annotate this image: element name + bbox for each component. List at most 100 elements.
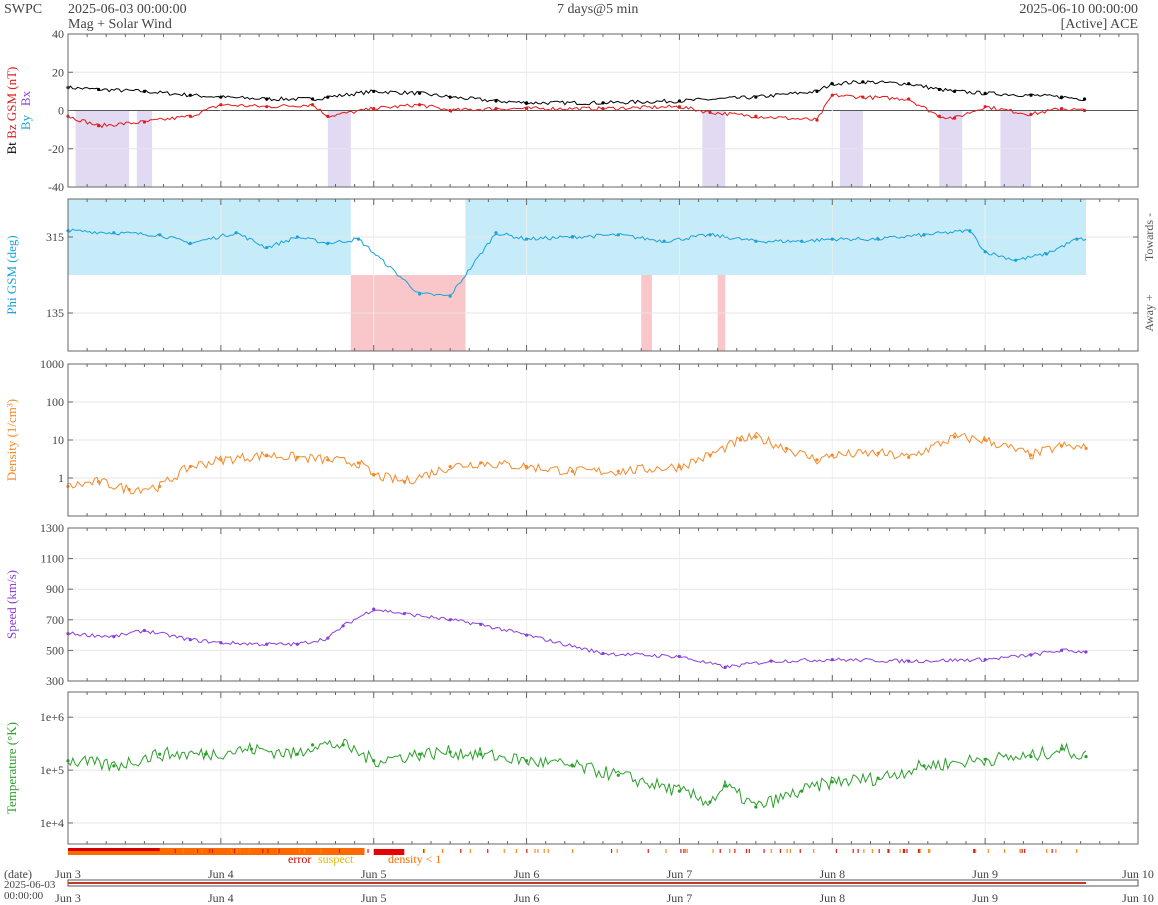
data-point <box>96 480 101 484</box>
data-point <box>723 784 727 788</box>
flag-mark <box>298 849 301 853</box>
y-tick-label: 135 <box>46 306 64 320</box>
data-point <box>341 743 345 747</box>
flag-mark <box>610 849 613 853</box>
towards-label: Towards - <box>1142 213 1156 261</box>
data-point <box>1082 108 1087 113</box>
y-axis-label: Speed (km/s) <box>4 570 19 639</box>
data-point <box>372 759 376 763</box>
data-point <box>815 458 819 462</box>
data-point <box>800 239 804 243</box>
data-point <box>983 657 987 662</box>
data-point <box>494 231 498 235</box>
legend-suspect: suspect <box>318 852 354 866</box>
series-line-temperature <box>67 738 1087 809</box>
data-point <box>983 438 987 442</box>
data-point <box>922 233 926 237</box>
flag-mark <box>852 849 854 853</box>
data-point <box>219 458 223 462</box>
flag-mark <box>863 849 865 853</box>
flag-mark <box>543 849 545 853</box>
data-point <box>326 636 330 640</box>
flag-mark <box>1076 849 1078 853</box>
data-point <box>983 757 987 761</box>
data-point <box>754 239 758 243</box>
data-point <box>830 237 834 241</box>
flag-mark <box>647 849 649 853</box>
x-axis: Jun 3 Jun 3 Jun 4 Jun 4 Jun 5 Jun 5 Jun 6 Jun 6… <box>4 867 1154 905</box>
data-point <box>310 97 315 101</box>
flag-mark <box>835 849 838 853</box>
data-point <box>876 451 880 455</box>
x-tick-label: Jun 10 <box>1122 867 1154 881</box>
bx-label: Bx <box>18 90 33 106</box>
flag-mark <box>503 849 505 853</box>
y-tick-label: 900 <box>46 582 64 596</box>
data-point <box>142 628 147 633</box>
data-point <box>708 800 712 804</box>
data-point <box>249 747 254 751</box>
y-tick-label: 20 <box>52 65 64 79</box>
flag-mark <box>729 849 731 853</box>
flag-mark <box>534 849 536 853</box>
y-tick-label: 315 <box>46 230 64 244</box>
flag-band <box>68 848 160 851</box>
data-point <box>295 752 299 756</box>
data-point <box>952 435 957 439</box>
data-point <box>326 458 330 462</box>
data-point <box>188 464 192 469</box>
data-point <box>142 89 147 93</box>
flag-mark <box>201 849 203 853</box>
data-point <box>310 103 315 107</box>
data-point <box>356 237 361 241</box>
data-point <box>1082 97 1087 101</box>
flag-mark <box>422 849 425 853</box>
flag-mark <box>857 849 859 853</box>
x-tick-label: Jun 9 <box>972 891 998 905</box>
data-point <box>677 464 682 469</box>
panel-mag: 40 20 0 -20 -40 Bt Bz GSM (nT) Bx By <box>4 27 1139 194</box>
y-tick-label: 10 <box>52 433 64 447</box>
y-tick-label: 700 <box>46 613 64 627</box>
bz-label: Bz GSM (nT) <box>4 67 19 142</box>
data-point <box>524 237 529 241</box>
data-point <box>1029 754 1033 759</box>
data-point <box>524 464 529 469</box>
flag-mark <box>786 849 788 853</box>
flag-mark <box>338 849 341 853</box>
flag-mark <box>745 849 748 853</box>
flag-band <box>68 848 365 855</box>
flag-mark <box>460 849 462 853</box>
data-point <box>448 108 452 113</box>
data-point <box>341 624 345 628</box>
flag-mark <box>239 849 241 853</box>
y-tick-label: 1000 <box>40 357 64 371</box>
data-point <box>402 612 406 616</box>
flag-mark <box>262 849 264 853</box>
data-point <box>1029 112 1033 116</box>
y-axis-label: Bt Bz GSM (nT) <box>4 67 19 155</box>
flag-mark <box>763 849 765 853</box>
data-point <box>677 654 682 659</box>
data-point <box>754 114 758 118</box>
data-point <box>127 487 131 492</box>
data-point <box>295 455 299 459</box>
flag-mark <box>899 849 901 853</box>
data-point <box>265 453 269 457</box>
y-tick-label: 40 <box>52 27 64 41</box>
data-point <box>1059 444 1064 448</box>
series-line-bt <box>67 80 1087 106</box>
x-tick-label: Jun 9 <box>972 867 998 881</box>
y-tick-label: 1 <box>58 471 64 485</box>
data-point <box>158 752 162 756</box>
y-tick-label: 100 <box>46 395 64 409</box>
data-point <box>830 82 834 86</box>
flag-mark <box>789 849 791 853</box>
data-point <box>112 764 116 768</box>
flag-mark <box>871 849 873 853</box>
data-point <box>570 764 575 768</box>
flag-mark <box>799 849 801 853</box>
time-span: 7 days@5 min <box>557 2 639 17</box>
data-point <box>479 622 483 626</box>
flag-mark <box>195 849 197 853</box>
